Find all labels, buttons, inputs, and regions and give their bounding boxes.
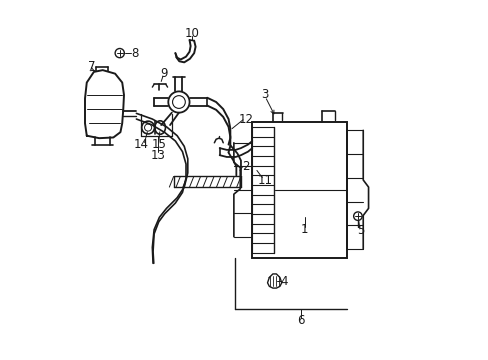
Text: 1: 1 xyxy=(301,223,308,236)
Bar xyxy=(251,122,346,258)
Text: 8: 8 xyxy=(131,46,139,60)
Text: 15: 15 xyxy=(151,138,166,151)
Text: 4: 4 xyxy=(280,275,287,288)
Text: 6: 6 xyxy=(297,314,305,327)
Text: 3: 3 xyxy=(261,89,268,102)
Text: 5: 5 xyxy=(356,224,364,237)
Text: 14: 14 xyxy=(133,138,148,151)
Text: 9: 9 xyxy=(160,67,167,80)
Text: 11: 11 xyxy=(257,174,272,186)
Text: 12: 12 xyxy=(238,113,253,126)
Text: 2: 2 xyxy=(242,160,249,173)
Text: 13: 13 xyxy=(150,149,165,162)
Text: 7: 7 xyxy=(87,60,95,73)
Text: 10: 10 xyxy=(184,27,200,40)
